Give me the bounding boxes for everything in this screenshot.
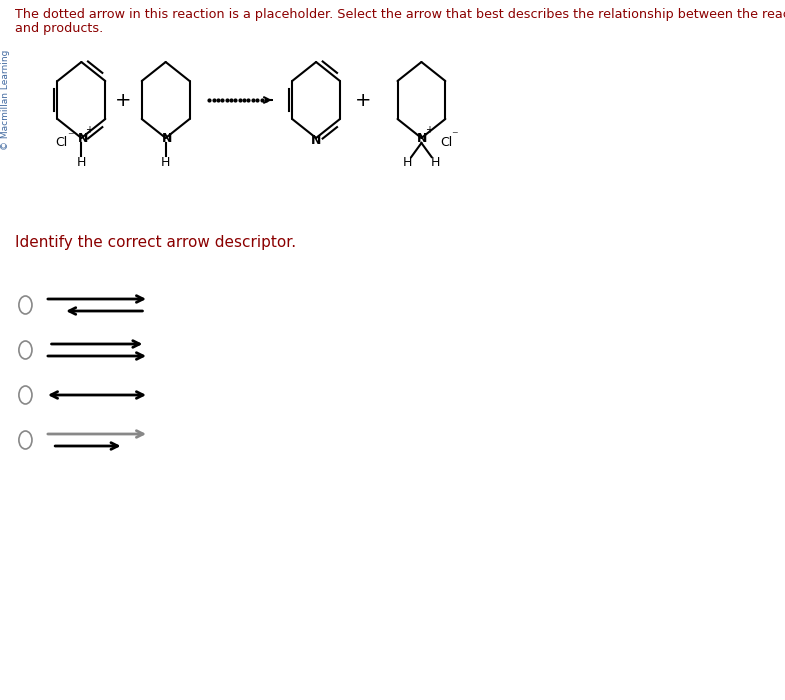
Text: N: N [162, 132, 172, 146]
Text: N: N [417, 132, 427, 146]
Text: Cl: Cl [440, 136, 452, 148]
Text: +: + [85, 125, 93, 135]
Text: The dotted arrow in this reaction is a placeholder. Select the arrow that best d: The dotted arrow in this reaction is a p… [15, 8, 785, 21]
Text: H: H [430, 157, 440, 169]
Text: Identify the correct arrow descriptor.: Identify the correct arrow descriptor. [15, 235, 296, 250]
Text: N: N [78, 132, 88, 146]
Text: ⁻: ⁻ [68, 130, 74, 143]
Text: H: H [161, 157, 170, 169]
Text: and products.: and products. [15, 22, 103, 35]
Text: N: N [311, 134, 321, 146]
Text: © Macmillan Learning: © Macmillan Learning [1, 50, 9, 150]
Text: ⁻: ⁻ [451, 130, 458, 143]
Text: +: + [115, 90, 132, 109]
Text: H: H [77, 157, 86, 169]
Text: +: + [425, 125, 433, 135]
Text: +: + [355, 90, 371, 109]
Text: H: H [403, 157, 412, 169]
Text: Cl: Cl [55, 136, 68, 148]
